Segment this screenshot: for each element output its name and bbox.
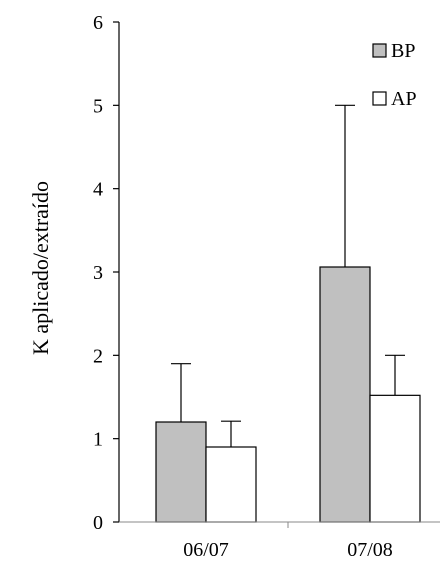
bar-bp-0: [155, 421, 207, 523]
bar-ap-1: [369, 394, 421, 523]
bar-ap-0: [205, 446, 257, 523]
legend-label-bp: BP: [391, 40, 415, 62]
x-tick-label: 07/08: [347, 539, 393, 561]
x-axis-ticks: 06/07 07/08: [183, 522, 393, 561]
error-bars: [171, 104, 405, 447]
y-tick-label: 4: [93, 179, 103, 201]
legend-swatch-ap: [372, 91, 387, 106]
x-tick-label: 06/07: [183, 539, 229, 561]
y-axis-title: K aplicado/extraído: [28, 181, 53, 355]
bar-bp-1: [319, 266, 371, 523]
legend-label-ap: AP: [391, 88, 417, 110]
y-tick-label: 2: [93, 345, 103, 367]
y-tick-label: 0: [93, 512, 103, 534]
y-tick-label: 6: [93, 12, 103, 34]
y-axis-ticks: 0 1 2 3 4 5 6: [93, 12, 119, 534]
y-tick-label: 3: [93, 262, 103, 284]
legend-swatch-bp: [372, 43, 387, 58]
y-tick-label: 1: [93, 429, 103, 451]
legend: BP AP: [372, 40, 417, 110]
bars: [155, 266, 421, 523]
y-tick-label: 5: [93, 95, 103, 117]
